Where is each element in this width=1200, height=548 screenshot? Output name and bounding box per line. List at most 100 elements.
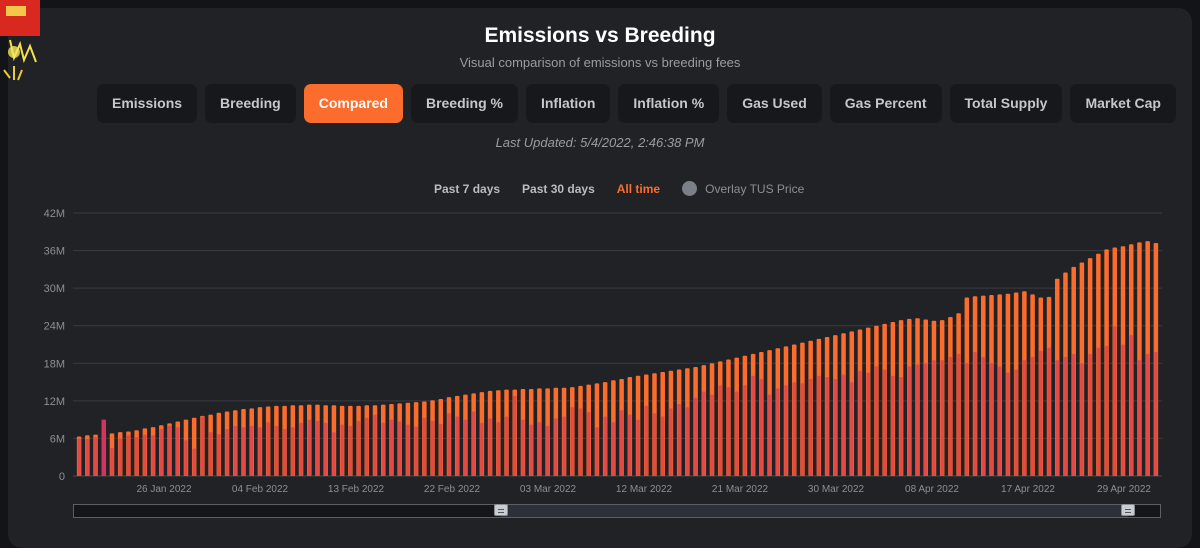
toggle-circle-icon[interactable] <box>682 181 698 196</box>
breeding-bar <box>1113 326 1117 476</box>
tab-breeding[interactable]: Breeding <box>205 84 296 123</box>
breeding-bar <box>307 419 312 476</box>
overlay-tus-price-toggle[interactable]: Overlay TUS Price <box>682 181 804 196</box>
breeding-bar <box>184 440 188 476</box>
breeding-bar <box>356 420 361 476</box>
navigator-right-handle[interactable] <box>1121 504 1135 516</box>
breeding-bar <box>923 363 928 476</box>
breeding-bar <box>274 425 279 476</box>
breeding-bar <box>899 377 903 476</box>
breeding-bar <box>1047 347 1051 476</box>
tab-total-supply[interactable]: Total Supply <box>949 84 1063 123</box>
breeding-bar <box>619 410 624 476</box>
breeding-bar <box>291 427 295 476</box>
breeding-bar <box>266 422 270 476</box>
breeding-bar <box>101 419 107 476</box>
breeding-bar <box>85 439 90 476</box>
breeding-bar <box>956 353 961 476</box>
breeding-bar <box>800 383 805 476</box>
breeding-bar <box>677 403 681 476</box>
breeding-bar <box>595 427 599 476</box>
breeding-bar <box>200 416 205 476</box>
navigator-left-handle[interactable] <box>494 504 508 516</box>
breeding-bar <box>891 375 895 476</box>
breeding-bar <box>965 363 969 476</box>
breeding-bar <box>455 416 459 476</box>
breeding-bar <box>529 424 533 476</box>
x-tick-label: 13 Feb 2022 <box>328 484 385 495</box>
range-selector: Past 7 days Past 30 days All time Overla… <box>434 181 804 196</box>
breeding-bar <box>644 405 649 476</box>
breeding-bar <box>175 427 180 476</box>
breeding-bar <box>776 388 780 476</box>
breeding-bar <box>808 378 813 476</box>
tab-inflation[interactable]: Inflation <box>525 84 611 123</box>
breeding-bar <box>323 422 328 476</box>
breeding-bar <box>512 395 517 476</box>
breeding-bar <box>997 366 1002 476</box>
breeding-bar <box>233 425 238 476</box>
breeding-bar <box>447 413 451 476</box>
navigator-selection[interactable] <box>501 505 1128 517</box>
breeding-bar <box>373 414 377 476</box>
breeding-bar <box>340 424 344 476</box>
y-tick-label: 12M <box>44 396 65 408</box>
breeding-bar <box>315 420 320 476</box>
tab-inflation-percent[interactable]: Inflation % <box>618 84 720 123</box>
breeding-bar <box>652 413 657 476</box>
breeding-bar <box>570 407 575 476</box>
chart-navigator[interactable] <box>73 504 1161 518</box>
breeding-bar <box>611 422 616 476</box>
breeding-bar <box>192 448 196 476</box>
breeding-bar <box>981 357 986 476</box>
breeding-bar <box>249 425 254 476</box>
breeding-bar <box>422 417 427 476</box>
breeding-bar <box>537 422 542 476</box>
tab-compared[interactable]: Compared <box>303 84 403 123</box>
breeding-bar <box>948 357 953 476</box>
range-all-time[interactable]: All time <box>616 181 661 196</box>
x-tick-label: 12 Mar 2022 <box>616 484 673 495</box>
breeding-bar <box>1063 357 1068 476</box>
breeding-bar <box>932 360 936 476</box>
breeding-bar <box>258 427 262 476</box>
y-tick-label: 36M <box>44 246 65 258</box>
breeding-bar <box>480 422 484 476</box>
breeding-bar <box>1088 353 1092 476</box>
breeding-bar <box>874 366 879 476</box>
breeding-bar <box>1129 335 1133 476</box>
breeding-bar <box>110 447 114 476</box>
breeding-bar <box>241 427 246 476</box>
breeding-bar <box>332 432 336 476</box>
tab-gas-percent[interactable]: Gas Percent <box>829 84 942 123</box>
range-past-7-days[interactable]: Past 7 days <box>434 181 501 196</box>
breeding-bar <box>554 418 558 476</box>
tab-breeding-percent[interactable]: Breeding % <box>410 84 518 123</box>
breeding-bar <box>282 429 287 476</box>
breeding-bar <box>1055 360 1060 476</box>
breeding-bar <box>1006 372 1010 476</box>
tab-emissions[interactable]: Emissions <box>97 84 198 123</box>
breeding-bar <box>669 408 673 476</box>
breeding-bar <box>143 434 147 476</box>
breeding-bar <box>118 438 122 476</box>
breeding-bar <box>833 378 838 476</box>
range-past-30-days[interactable]: Past 30 days <box>522 181 595 196</box>
breeding-bar <box>685 407 690 476</box>
breeding-bar <box>159 429 164 476</box>
last-updated-text: Last Updated: 5/4/2022, 2:46:38 PM <box>495 135 705 150</box>
y-tick-label: 42M <box>44 208 65 220</box>
breeding-bar <box>430 420 435 476</box>
metric-tabs: Emissions Breeding Compared Breeding % I… <box>97 84 1176 123</box>
breeding-bar <box>77 438 81 476</box>
tab-market-cap[interactable]: Market Cap <box>1070 84 1176 123</box>
breeding-bar <box>1096 347 1101 476</box>
breeding-bar <box>702 391 706 476</box>
tab-gas-used[interactable]: Gas Used <box>727 84 822 123</box>
firecracker-decoration-icon <box>0 0 40 81</box>
breeding-bar <box>545 425 550 476</box>
breeding-bar <box>850 382 854 476</box>
breeding-bar <box>365 417 369 476</box>
breeding-bar <box>217 434 221 476</box>
breeding-bar <box>866 372 870 476</box>
